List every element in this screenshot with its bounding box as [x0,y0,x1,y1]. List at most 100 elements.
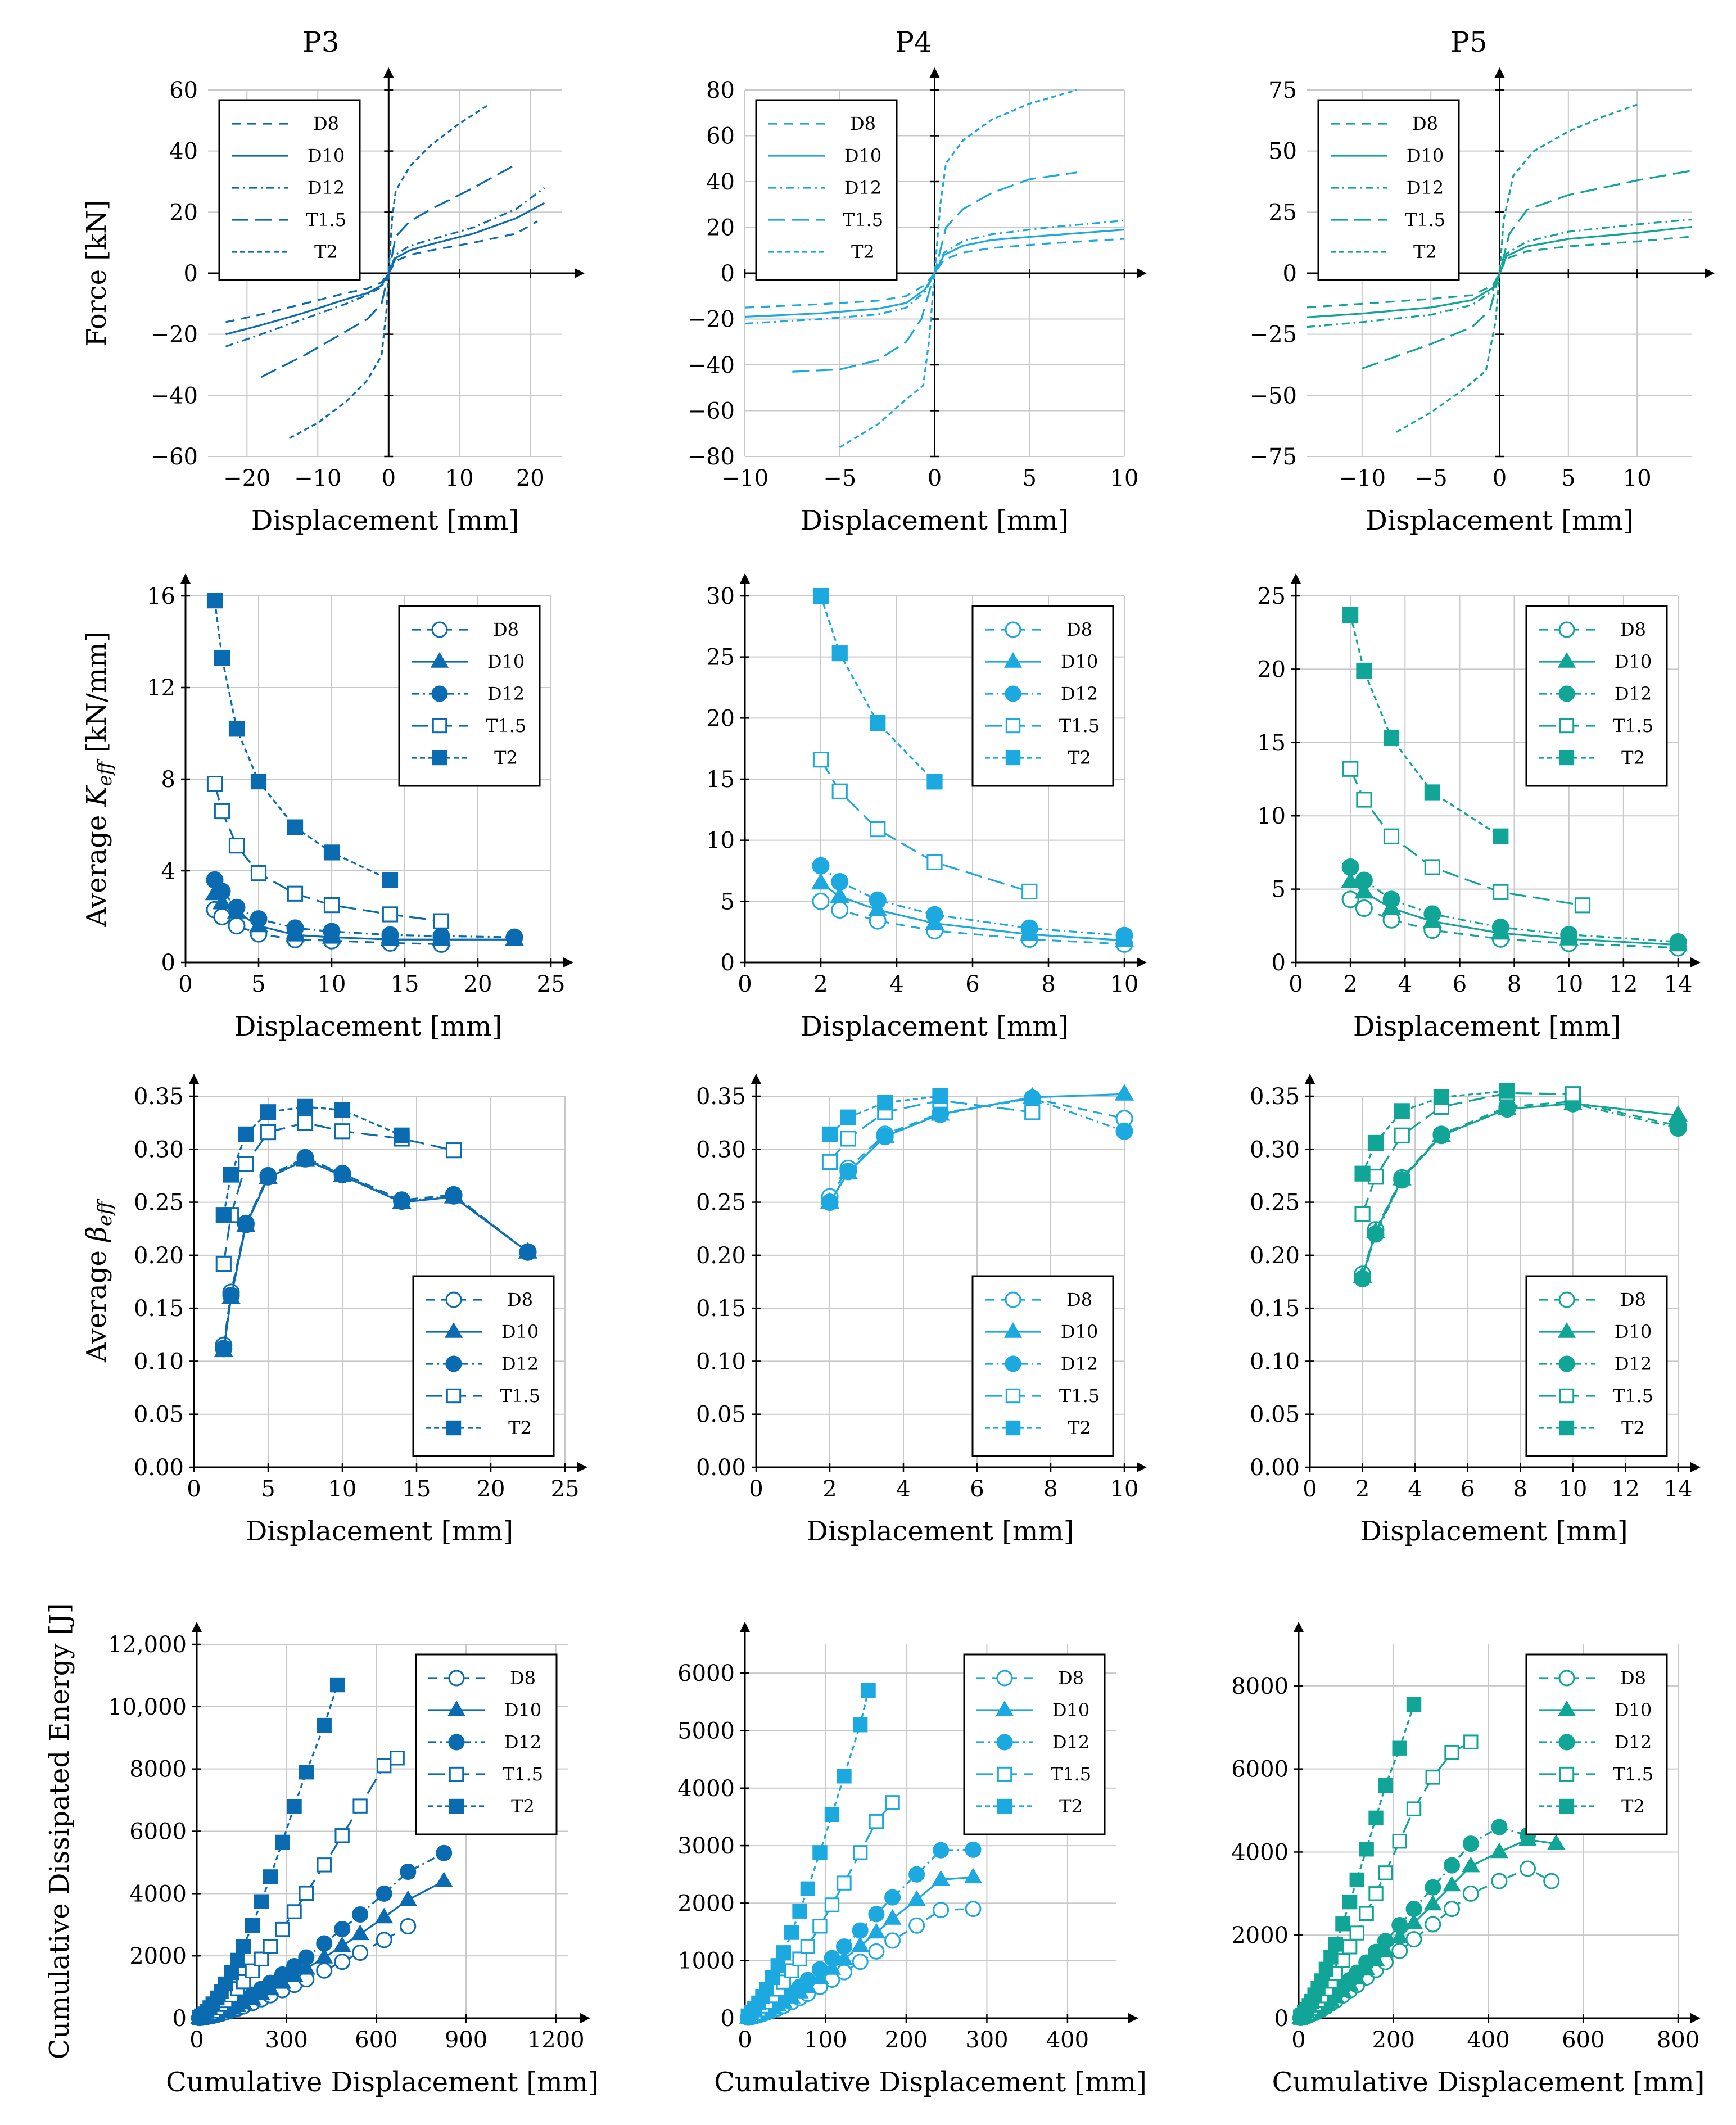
data-point-D12 [1115,1122,1133,1140]
legend-label-T2: T2 [851,241,875,263]
data-point-T2 [1323,1950,1339,1965]
legend-marker-T2 [997,1798,1012,1814]
y-tick-label: 0.20 [696,1243,746,1269]
plot-area [214,1098,538,1358]
legend-label-D8: D8 [1620,1667,1646,1689]
series-line-T2 [1396,103,1638,433]
x-axis-arrow [580,2013,590,2023]
legend-marker-T1.5 [446,1388,462,1404]
data-point-T2 [1354,1165,1371,1182]
data-point-D12 [1020,919,1038,937]
legend-box [971,605,1114,787]
legend-label-T1.5: T1.5 [1405,209,1445,230]
legend-marker-D12 [1005,685,1021,702]
legend: D8 D10 D12 T1.5 T2 [971,1275,1114,1457]
chart-beta-P4: 0 2 4 6 8 10 0.00 0.05 0.10 0.15 0.20 0.25 0.30 0.35 D… [696,1074,1147,1547]
data-point-T2 [800,1881,816,1897]
series-line-T1.5 [260,165,513,378]
x-axis-arrow [1690,1462,1701,1472]
data-point-T1.5 [1368,1886,1384,1901]
legend-box [218,99,361,281]
data-point-D10 [315,1947,333,1964]
legend-marker-T1.5 [432,718,447,734]
data-point-D8 [213,908,231,925]
data-point-D8 [868,1943,885,1960]
data-point-D12 [436,1844,453,1861]
x-tick-label: −5 [1414,465,1448,491]
data-point-D8 [316,1962,333,1979]
legend: D8 D10 D12 T1.5 T2 [1525,605,1668,787]
chart-energy-P4: 0 100 200 300 4000100020003000400050006000Cu… [677,1622,1147,2098]
column-title-p3: P3 [302,26,339,58]
legend-marker-D12 [1558,1355,1575,1372]
data-point-D8 [908,1917,925,1934]
legend: D8 D10 D12 T1.5 T2 [963,1653,1106,1835]
x-tick-label: 400 [1046,2027,1089,2053]
x-axis-label: Displacement [mm] [801,1011,1068,1042]
legend-label-D10: D10 [308,145,345,166]
legend-marker-D12 [996,1734,1013,1751]
y-tick-label: 15 [1257,730,1286,756]
y-axis-label: Force [kN] [81,200,112,347]
legend-box [971,1275,1114,1457]
y-tick-label: 40 [706,169,735,195]
axes: −10 −5 0 5 10 −80 −60 −40 −20 0 20 40 60 80 [688,67,1147,491]
data-point-D8 [228,917,246,935]
legend: D8 D10 D12 T1.5 T2 [415,1653,558,1835]
y-axis-label: Average Keff [kN/mm] [81,631,116,927]
x-axis-arrow [1690,957,1701,967]
data-point-D12 [926,906,943,924]
x-tick-label: 400 [1467,2027,1509,2053]
x-tick-label: −5 [823,465,856,491]
axes: 0 2 4 6 8 10 12 14 0.00 0.05 0.10 0.15 0.20 0.25 0.30 0… [1250,1074,1701,1502]
data-point-T1.5 [800,1938,816,1954]
data-point-T1.5 [299,1886,314,1901]
x-axis-label: Displacement [mm] [1366,505,1633,536]
x-axis-label: Displacement [mm] [251,505,519,536]
x-axis-label: Displacement [mm] [246,1516,513,1547]
data-point-T1.5 [1342,1939,1358,1955]
y-tick-label: 20 [1257,657,1286,682]
data-point-T2 [228,721,245,737]
data-point-T2 [1424,784,1440,801]
data-point-D8 [812,892,830,910]
legend-marker-D12 [1558,685,1575,702]
data-point-D8 [376,1932,392,1948]
y-tick-label: 0 [1283,261,1297,287]
data-point-D10 [964,1868,983,1884]
legend-label-D12: D12 [1615,1353,1652,1375]
y-tick-label: 0 [721,2006,735,2032]
x-tick-label: 10 [1554,971,1583,997]
legend-label-D10: D10 [844,145,881,166]
legend-label-T1.5: T1.5 [1613,1764,1653,1785]
y-axis-arrow [383,67,394,78]
y-tick-label: 16 [147,584,175,609]
legend: D8 D10 D12 T1.5 T2 [218,99,361,281]
y-axis-arrow [189,1074,199,1084]
legend-marker-D8 [431,621,448,638]
x-tick-label: 10 [445,465,474,491]
data-point-D10 [1490,1842,1508,1859]
y-tick-label: 0 [173,2006,187,2032]
x-tick-label: 2 [1355,1476,1369,1502]
data-point-T2 [1318,1961,1334,1977]
y-tick-label: 0.25 [1250,1190,1300,1216]
data-point-D12 [839,1163,857,1181]
legend-label-D8: D8 [313,113,339,134]
data-point-T1.5 [824,1897,840,1913]
x-tick-label: 10 [1110,465,1139,491]
y-tick-label: 6000 [129,1819,187,1845]
data-point-T2 [1392,1740,1407,1756]
data-point-T2 [1342,607,1359,623]
data-point-D12 [1669,1119,1687,1137]
data-point-D12 [259,1168,277,1186]
x-tick-label: 6 [970,1476,984,1502]
data-point-T2 [840,1109,856,1125]
data-point-D8 [1520,1860,1536,1877]
data-point-T2 [1406,1697,1422,1712]
y-tick-label: 0.00 [696,1455,746,1481]
legend-label-D8: D8 [1412,113,1438,134]
data-point-D12 [323,923,341,941]
y-tick-label: 0 [184,261,198,287]
